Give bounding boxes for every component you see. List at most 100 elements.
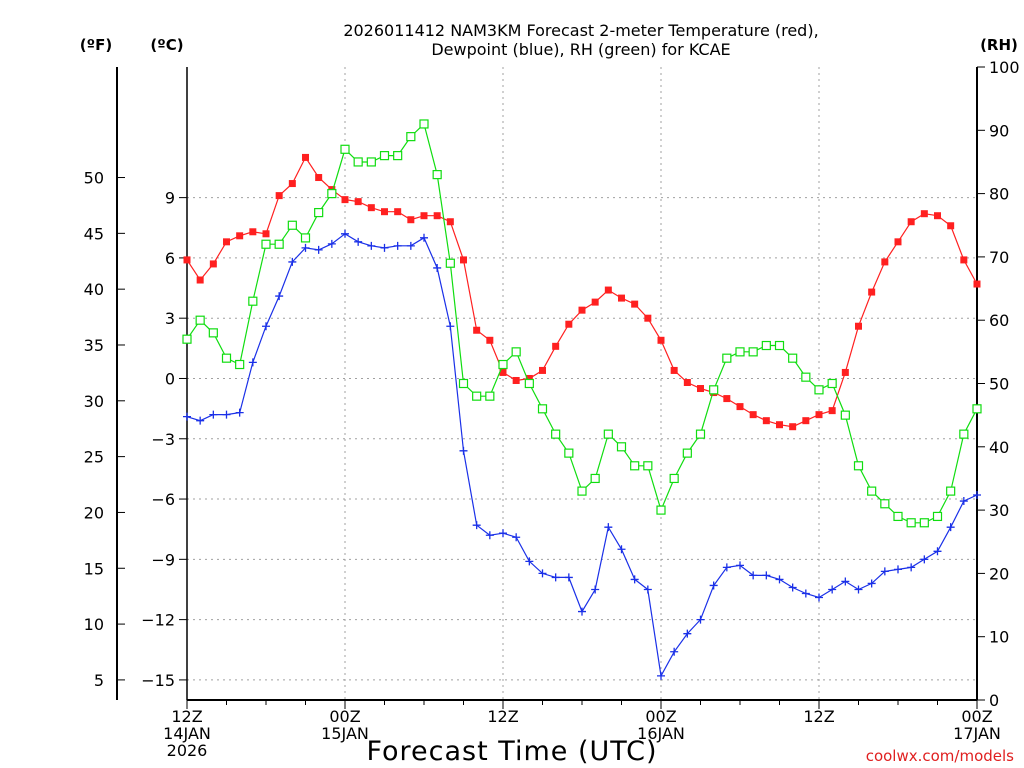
rh-point	[630, 461, 640, 471]
dewpoint-point	[235, 408, 244, 417]
rh-point	[511, 347, 521, 357]
rh-point	[472, 391, 482, 401]
chart-title-line-1: 2026011412 NAM3KM Forecast 2-meter Tempe…	[343, 21, 818, 40]
temperature-point	[407, 216, 415, 224]
temperature-point	[789, 423, 797, 431]
fahrenheit-tick-label: 40	[84, 280, 104, 299]
temperature-point	[894, 238, 902, 246]
temperature-point	[723, 395, 731, 403]
dewpoint-point	[670, 647, 679, 656]
dewpoint-point	[275, 292, 284, 301]
rh-point	[327, 189, 337, 199]
celsius-tick-label: 9	[165, 189, 175, 208]
rh-point	[274, 239, 284, 249]
watermark: coolwx.com/models	[866, 747, 1014, 765]
rh-point	[498, 359, 508, 370]
series-temperature	[183, 153, 981, 431]
rh-point	[774, 340, 785, 351]
temperature-point	[552, 342, 560, 350]
temperature-point	[367, 204, 375, 212]
dewpoint-point	[828, 585, 837, 594]
dewpoint-point	[327, 239, 336, 248]
temperature-point	[302, 153, 309, 161]
rh-point	[709, 385, 719, 395]
rh-point	[616, 442, 627, 452]
rh-point	[827, 378, 837, 389]
fahrenheit-unit-label: (ºF)	[80, 36, 112, 54]
dewpoint-point	[749, 571, 758, 580]
temperature-point	[815, 411, 823, 419]
rh-tick-label: 10	[989, 628, 1009, 647]
dewpoint-point	[446, 322, 455, 331]
rh-point	[801, 372, 811, 382]
temperature-point	[578, 306, 586, 314]
dewpoint-point	[683, 629, 692, 638]
dewpoint-point	[815, 593, 823, 602]
temperature-point	[460, 256, 467, 264]
temperature-point	[947, 222, 955, 230]
rh-point	[366, 157, 376, 167]
rh-tick-label: 30	[989, 501, 1009, 520]
rh-point	[695, 429, 706, 439]
rh-point	[722, 353, 732, 363]
celsius-unit-label: (ºC)	[150, 36, 183, 54]
temperature-point	[868, 288, 876, 296]
dewpoint-point	[801, 589, 810, 598]
rh-point	[867, 486, 877, 496]
dewpoint-point	[762, 571, 771, 580]
rh-point	[959, 429, 969, 439]
rh-point	[919, 518, 929, 528]
rh-point	[682, 448, 692, 458]
temperature-point	[618, 294, 625, 302]
temperature-point	[604, 286, 612, 294]
dewpoint-point	[248, 358, 257, 367]
dewpoint-point	[367, 241, 376, 250]
rh-point	[603, 429, 613, 439]
rh-point	[287, 220, 297, 230]
temperature-point	[749, 411, 757, 419]
dewpoint-point	[709, 581, 718, 590]
dewpoint-point	[288, 257, 297, 266]
rh-point	[748, 347, 758, 357]
temperature-point	[354, 198, 362, 206]
chart-title-line-2: Dewpoint (blue), RH (green) for KCAE	[431, 40, 730, 59]
temperature-point	[486, 336, 494, 344]
data-series	[182, 119, 982, 680]
rh-point	[814, 385, 824, 395]
rh-point	[893, 511, 903, 522]
temperature-point	[697, 385, 704, 393]
celsius-tick-label: 3	[165, 309, 175, 328]
rh-point	[577, 486, 587, 496]
temperature-point	[433, 212, 441, 220]
dewpoint-point	[696, 615, 705, 624]
celsius-tick-label: 6	[165, 249, 175, 268]
rh-point	[393, 151, 403, 161]
dewpoint-point	[551, 573, 560, 582]
rh-point	[946, 486, 956, 496]
dewpoint-point	[933, 547, 942, 556]
fahrenheit-tick-label: 20	[84, 503, 104, 522]
temperature-point	[236, 232, 244, 240]
rh-tick-label: 60	[989, 311, 1009, 330]
dewpoint-point	[209, 410, 218, 419]
rh-point	[261, 239, 271, 249]
rh-point	[906, 518, 916, 528]
temperature-point	[381, 208, 388, 216]
rh-point	[248, 296, 258, 306]
temperature-point	[209, 260, 217, 268]
temperature-point	[341, 196, 349, 204]
dewpoint-point	[354, 237, 363, 246]
rh-point	[235, 359, 245, 370]
fahrenheit-tick-label: 25	[84, 448, 104, 467]
fahrenheit-tick-label: 15	[84, 559, 104, 578]
rh-tick-label: 0	[989, 691, 999, 710]
fahrenheit-tick-label: 50	[84, 169, 104, 188]
temperature-point	[315, 174, 323, 182]
temperature-point	[473, 326, 481, 334]
temperature-point	[644, 314, 652, 322]
rh-point	[551, 429, 561, 439]
dewpoint-point	[643, 585, 652, 594]
temperature-point	[512, 376, 520, 384]
dewpoint-point	[907, 563, 916, 572]
